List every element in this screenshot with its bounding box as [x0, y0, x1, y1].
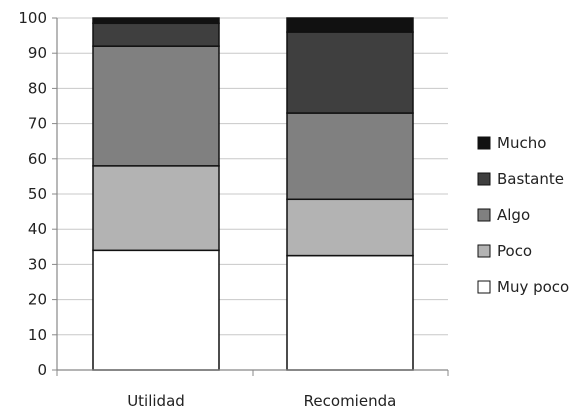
y-tick-label: 90 [28, 44, 47, 62]
legend-label: Bastante [497, 170, 564, 188]
bar-segment-algo-1 [286, 112, 414, 201]
y-tick-label: 70 [28, 115, 47, 133]
legend-item-mucho: Mucho [477, 134, 546, 152]
y-tick-label: 0 [37, 361, 47, 379]
bars [92, 17, 414, 371]
legend-swatch [477, 244, 491, 258]
bar-segment-bastante-1 [286, 31, 414, 114]
legend: Mucho Bastante Algo Poco Muy poco [477, 134, 569, 296]
y-axis-tick-labels: 0 10 20 30 40 50 60 70 80 90 100 [18, 9, 47, 379]
category-label: Recomienda [304, 392, 397, 410]
legend-swatch [477, 208, 491, 222]
bar-segment-mucho-1 [286, 17, 414, 33]
legend-swatch [477, 172, 491, 186]
legend-label: Muy poco [497, 278, 569, 296]
legend-item-bastante: Bastante [477, 170, 564, 188]
legend-label: Mucho [497, 134, 546, 152]
y-tick-label: 40 [28, 220, 47, 238]
legend-swatch [477, 136, 491, 150]
bar-segment-bastante-0 [92, 22, 220, 47]
y-tick-label: 30 [28, 255, 47, 273]
bar-segment-poco-0 [92, 165, 220, 252]
bar-segment-poco-1 [286, 198, 414, 257]
legend-swatch [477, 280, 491, 294]
axes [52, 17, 449, 376]
x-axis-category-labels: Utilidad Recomienda [127, 392, 396, 410]
y-tick-label: 10 [28, 326, 47, 344]
legend-item-algo: Algo [477, 206, 530, 224]
bar-segment-muy-poco-1 [286, 254, 414, 371]
y-tick-label: 20 [28, 291, 47, 309]
legend-label: Algo [497, 206, 530, 224]
y-tick-label: 80 [28, 79, 47, 97]
legend-item-poco: Poco [477, 242, 532, 260]
bar-segment-mucho-0 [92, 17, 220, 25]
bar-segment-algo-0 [92, 45, 220, 167]
y-tick-label: 50 [28, 185, 47, 203]
y-tick-label: 60 [28, 150, 47, 168]
category-label: Utilidad [127, 392, 185, 410]
legend-item-muy-poco: Muy poco [477, 278, 569, 296]
bar-segment-muy-poco-0 [92, 249, 220, 371]
legend-label: Poco [497, 242, 532, 260]
y-tick-label: 100 [18, 9, 47, 27]
